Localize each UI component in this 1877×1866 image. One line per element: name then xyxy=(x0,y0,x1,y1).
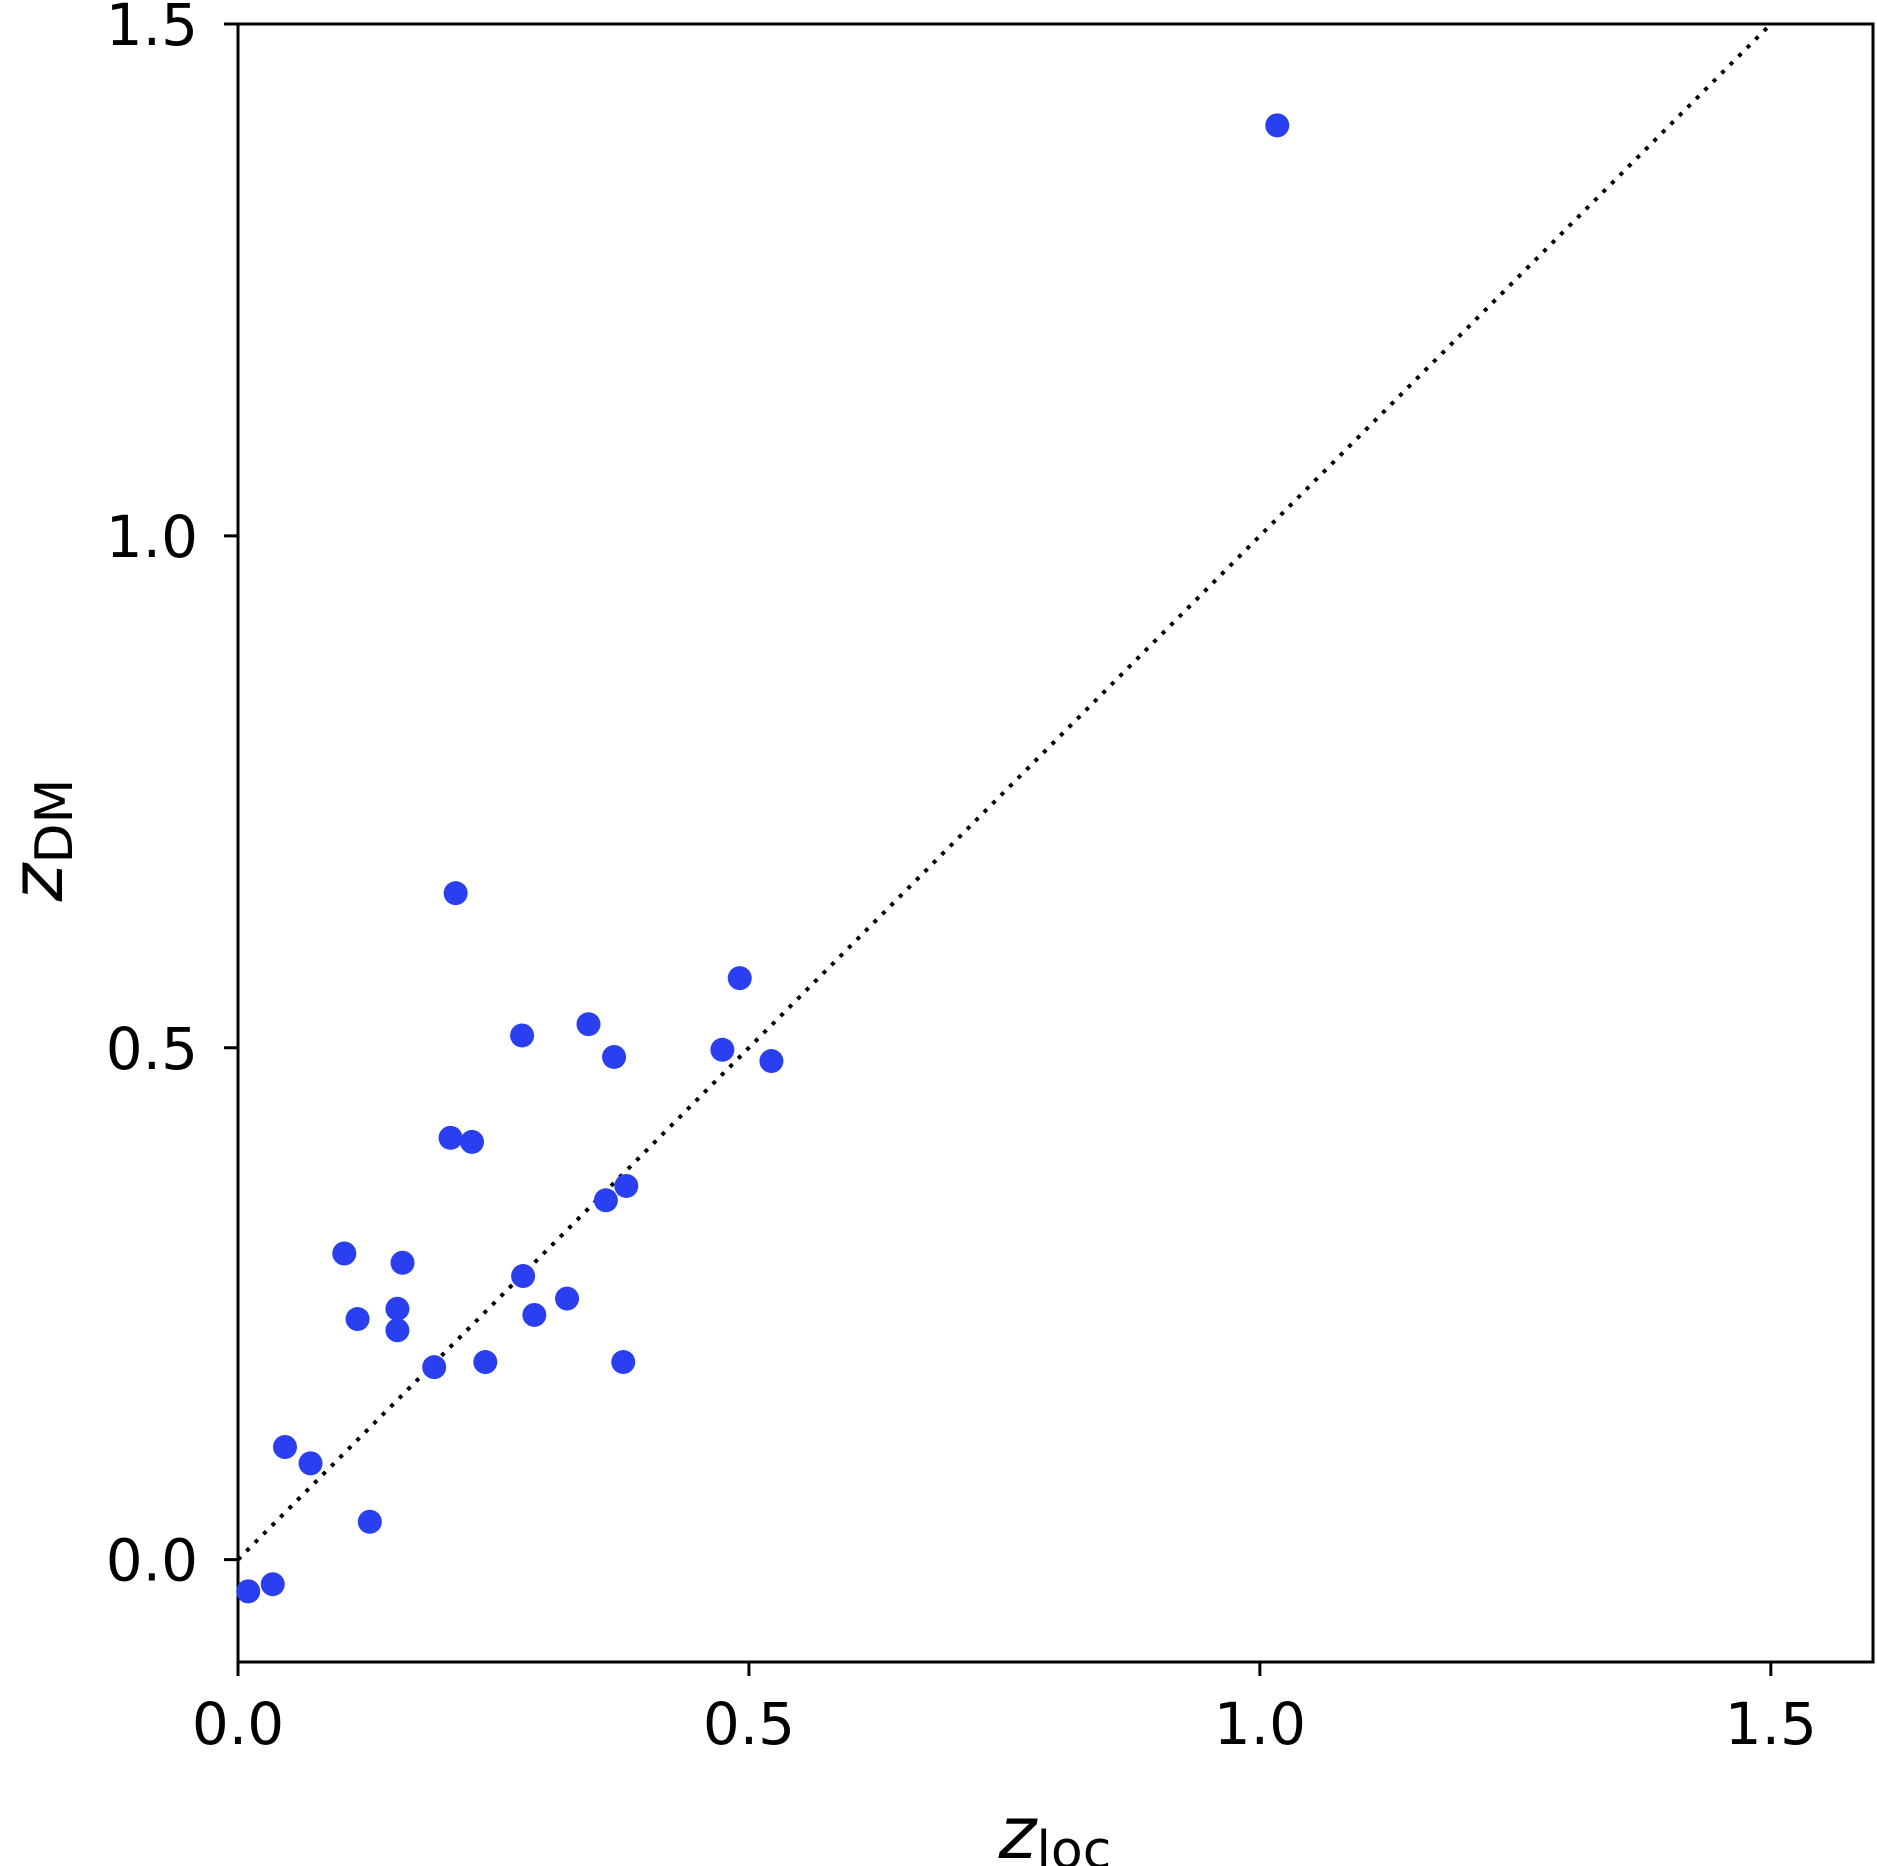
x-axis-label-sub: loc xyxy=(1036,1821,1111,1866)
x-axis-ticks: 0.0 0.5 1.0 1.5 xyxy=(192,1662,1817,1758)
x-axis-label: zloc xyxy=(998,1791,1112,1866)
data-point xyxy=(357,1509,382,1534)
data-point xyxy=(422,1355,447,1380)
data-point xyxy=(460,1129,485,1154)
y-axis-label-sub: DM xyxy=(25,779,85,864)
x-tick-label: 1.5 xyxy=(1725,1690,1817,1758)
reference-line xyxy=(236,22,1773,1562)
y-tick-label: 1.5 xyxy=(106,0,198,59)
data-point xyxy=(522,1302,547,1327)
data-point xyxy=(438,1125,463,1150)
y-tick-label: 0.5 xyxy=(106,1015,198,1083)
data-points xyxy=(236,113,1290,1604)
data-point xyxy=(236,1579,261,1604)
data-point xyxy=(385,1318,410,1343)
data-point xyxy=(443,881,468,906)
data-point xyxy=(511,1264,536,1289)
data-point xyxy=(576,1012,601,1037)
data-point xyxy=(759,1049,784,1074)
data-point xyxy=(345,1307,370,1332)
plot-area xyxy=(236,22,1875,1664)
data-point xyxy=(273,1435,298,1460)
data-point xyxy=(473,1350,498,1375)
data-point xyxy=(555,1286,580,1311)
data-point xyxy=(614,1173,639,1198)
y-tick-label: 0.0 xyxy=(106,1527,198,1595)
data-point xyxy=(385,1296,410,1321)
data-point xyxy=(710,1037,735,1062)
data-point xyxy=(593,1188,618,1213)
data-point xyxy=(260,1572,285,1597)
y-axis-label-main: z xyxy=(0,861,79,902)
y-tick-label: 1.0 xyxy=(106,503,198,571)
data-point xyxy=(510,1023,535,1048)
x-axis-label-main: z xyxy=(998,1791,1039,1866)
reference-line-layer xyxy=(236,22,1773,1562)
x-tick-label: 0.0 xyxy=(192,1690,284,1758)
data-point xyxy=(1265,113,1290,138)
data-point xyxy=(298,1451,323,1476)
data-point xyxy=(390,1250,415,1275)
x-tick-label: 1.0 xyxy=(1214,1690,1306,1758)
plot-frame xyxy=(236,22,1875,1664)
y-axis-label: zDM xyxy=(0,779,85,903)
x-tick-label: 0.5 xyxy=(703,1690,795,1758)
y-axis-ticks: 0.0 0.5 1.0 1.5 xyxy=(106,0,238,1595)
data-point xyxy=(332,1241,357,1266)
data-point xyxy=(727,966,752,991)
data-point xyxy=(611,1350,636,1375)
data-point xyxy=(602,1044,627,1069)
